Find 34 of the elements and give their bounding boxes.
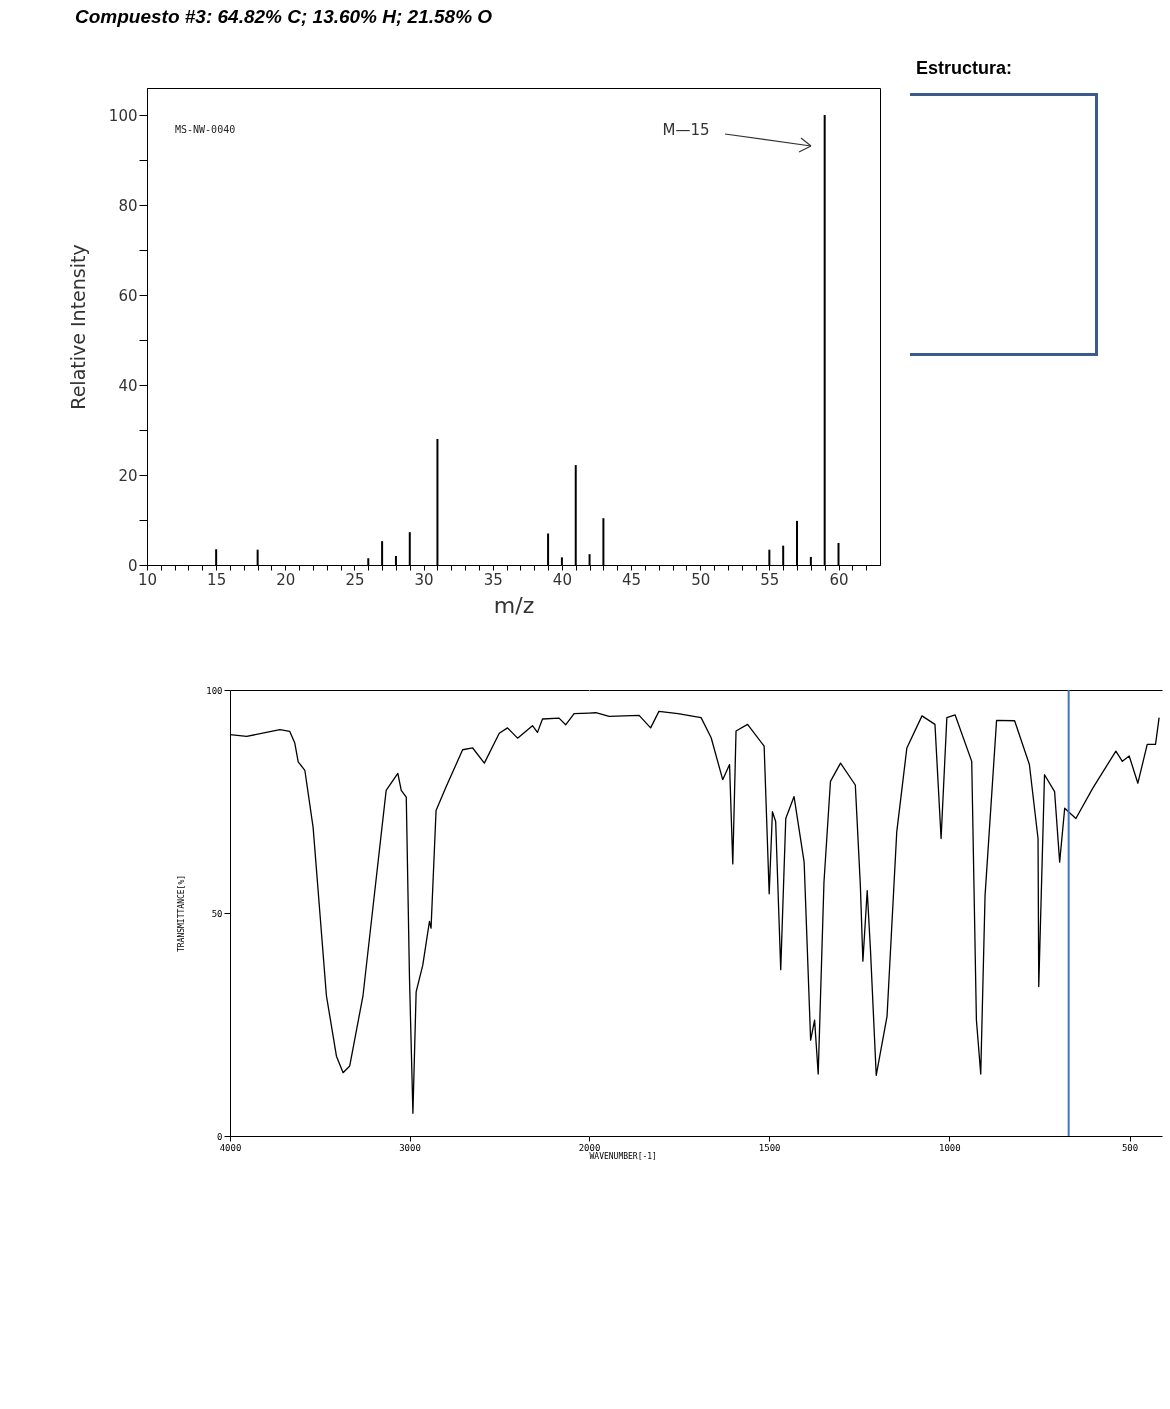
y-tick-label: 0 [127, 556, 138, 575]
text: Estructura: [916, 58, 1013, 79]
y-tick-label: 100 [108, 106, 138, 125]
x-tick-label: 4000 [219, 1142, 242, 1153]
x-tick-label: 1500 [758, 1142, 781, 1153]
y-tick-label: 20 [118, 466, 138, 485]
x-tick-label: 3000 [399, 1142, 421, 1153]
y-tick-label: 80 [118, 196, 138, 215]
y-axis-title: Relative Intensity [66, 244, 89, 410]
x-tick-label: 25 [345, 570, 365, 589]
x-tick-label: 20 [276, 570, 296, 589]
y-axis-title: TRANSMITTANCE[%] [177, 874, 187, 953]
x-tick-label: 500 [1121, 1142, 1139, 1153]
y-tick-label: 50 [211, 908, 223, 919]
x-tick-label: 55 [760, 570, 780, 589]
x-axis-title: m/z [493, 592, 535, 618]
x-tick-label: 2000 [578, 1142, 601, 1153]
x-tick-label: 40 [552, 570, 572, 589]
x-tick-label: 60 [829, 570, 849, 589]
y-tick-label: 0 [217, 1131, 223, 1142]
x-tick-label: 30 [414, 570, 434, 589]
annotation: M—15 [662, 121, 710, 139]
x-tick-label: 50 [691, 570, 711, 589]
x-tick-label: 1000 [939, 1142, 961, 1153]
y-tick-label: 100 [206, 685, 223, 696]
x-tick-label: 35 [483, 570, 503, 589]
x-tick-label: 10 [137, 570, 158, 589]
x-axis-title: WAVENUMBER[-1] [589, 1151, 657, 1161]
y-tick-label: 60 [118, 286, 138, 305]
annotation: MS-NW-0040 [175, 124, 236, 135]
chart-title: Compuesto #3: 64.82% C; 13.60% H; 21.58% O [75, 6, 493, 28]
x-tick-label: 15 [207, 570, 227, 589]
y-tick-label: 40 [118, 376, 138, 395]
x-tick-label: 45 [622, 570, 642, 589]
